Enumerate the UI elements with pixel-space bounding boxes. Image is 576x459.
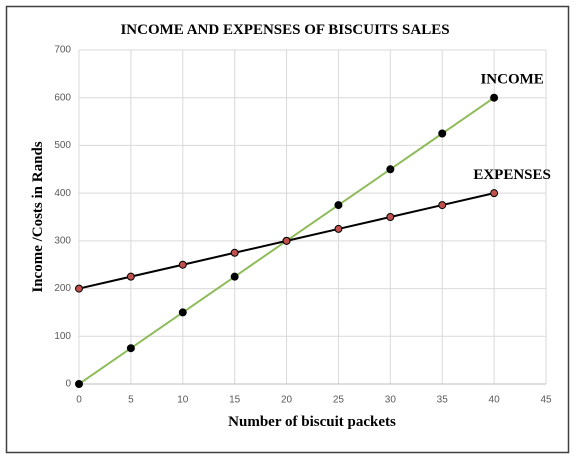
data-point [386,213,395,221]
data-point [230,272,239,281]
y-tick-label: 200 [54,283,71,294]
data-point [126,344,135,353]
data-point [126,272,135,281]
data-point [490,93,499,102]
y-tick-label: 400 [54,188,71,199]
x-tick-label: 10 [177,395,189,406]
data-point [386,165,395,174]
x-axis-label: Number of biscuit packets [228,414,396,430]
x-tick-label: 0 [76,395,82,406]
y-tick-label: 300 [54,235,71,246]
data-point [178,308,187,317]
data-point [75,284,83,293]
x-tick-label: 30 [385,395,397,406]
data-point [334,224,343,233]
x-tick-label: 35 [437,395,449,406]
series-label: EXPENSES [473,167,551,183]
data-point [490,189,499,198]
x-tick-label: 25 [333,395,345,406]
y-tick-label: 100 [54,331,71,342]
data-point [75,380,83,388]
data-point [438,129,447,138]
chart-border [5,5,570,454]
y-tick-label: 700 [54,45,71,56]
series-label: INCOME [480,72,543,88]
y-tick-label: 500 [54,140,71,151]
x-tick-label: 5 [128,395,134,406]
x-tick-label: 45 [540,395,552,406]
y-axis-label: Income /Costs in Rands [30,141,46,292]
x-tick-label: 15 [229,395,241,406]
data-point [438,201,447,210]
x-tick-label: 40 [489,395,501,406]
data-point [178,260,187,269]
data-point [230,248,239,257]
y-tick-label: 600 [54,92,71,103]
chart-title: INCOME AND EXPENSES OF BISCUITS SALES [120,22,449,38]
x-tick-label: 20 [281,395,293,406]
y-tick-label: 0 [65,379,71,390]
data-point [334,201,343,210]
data-point [282,236,291,245]
